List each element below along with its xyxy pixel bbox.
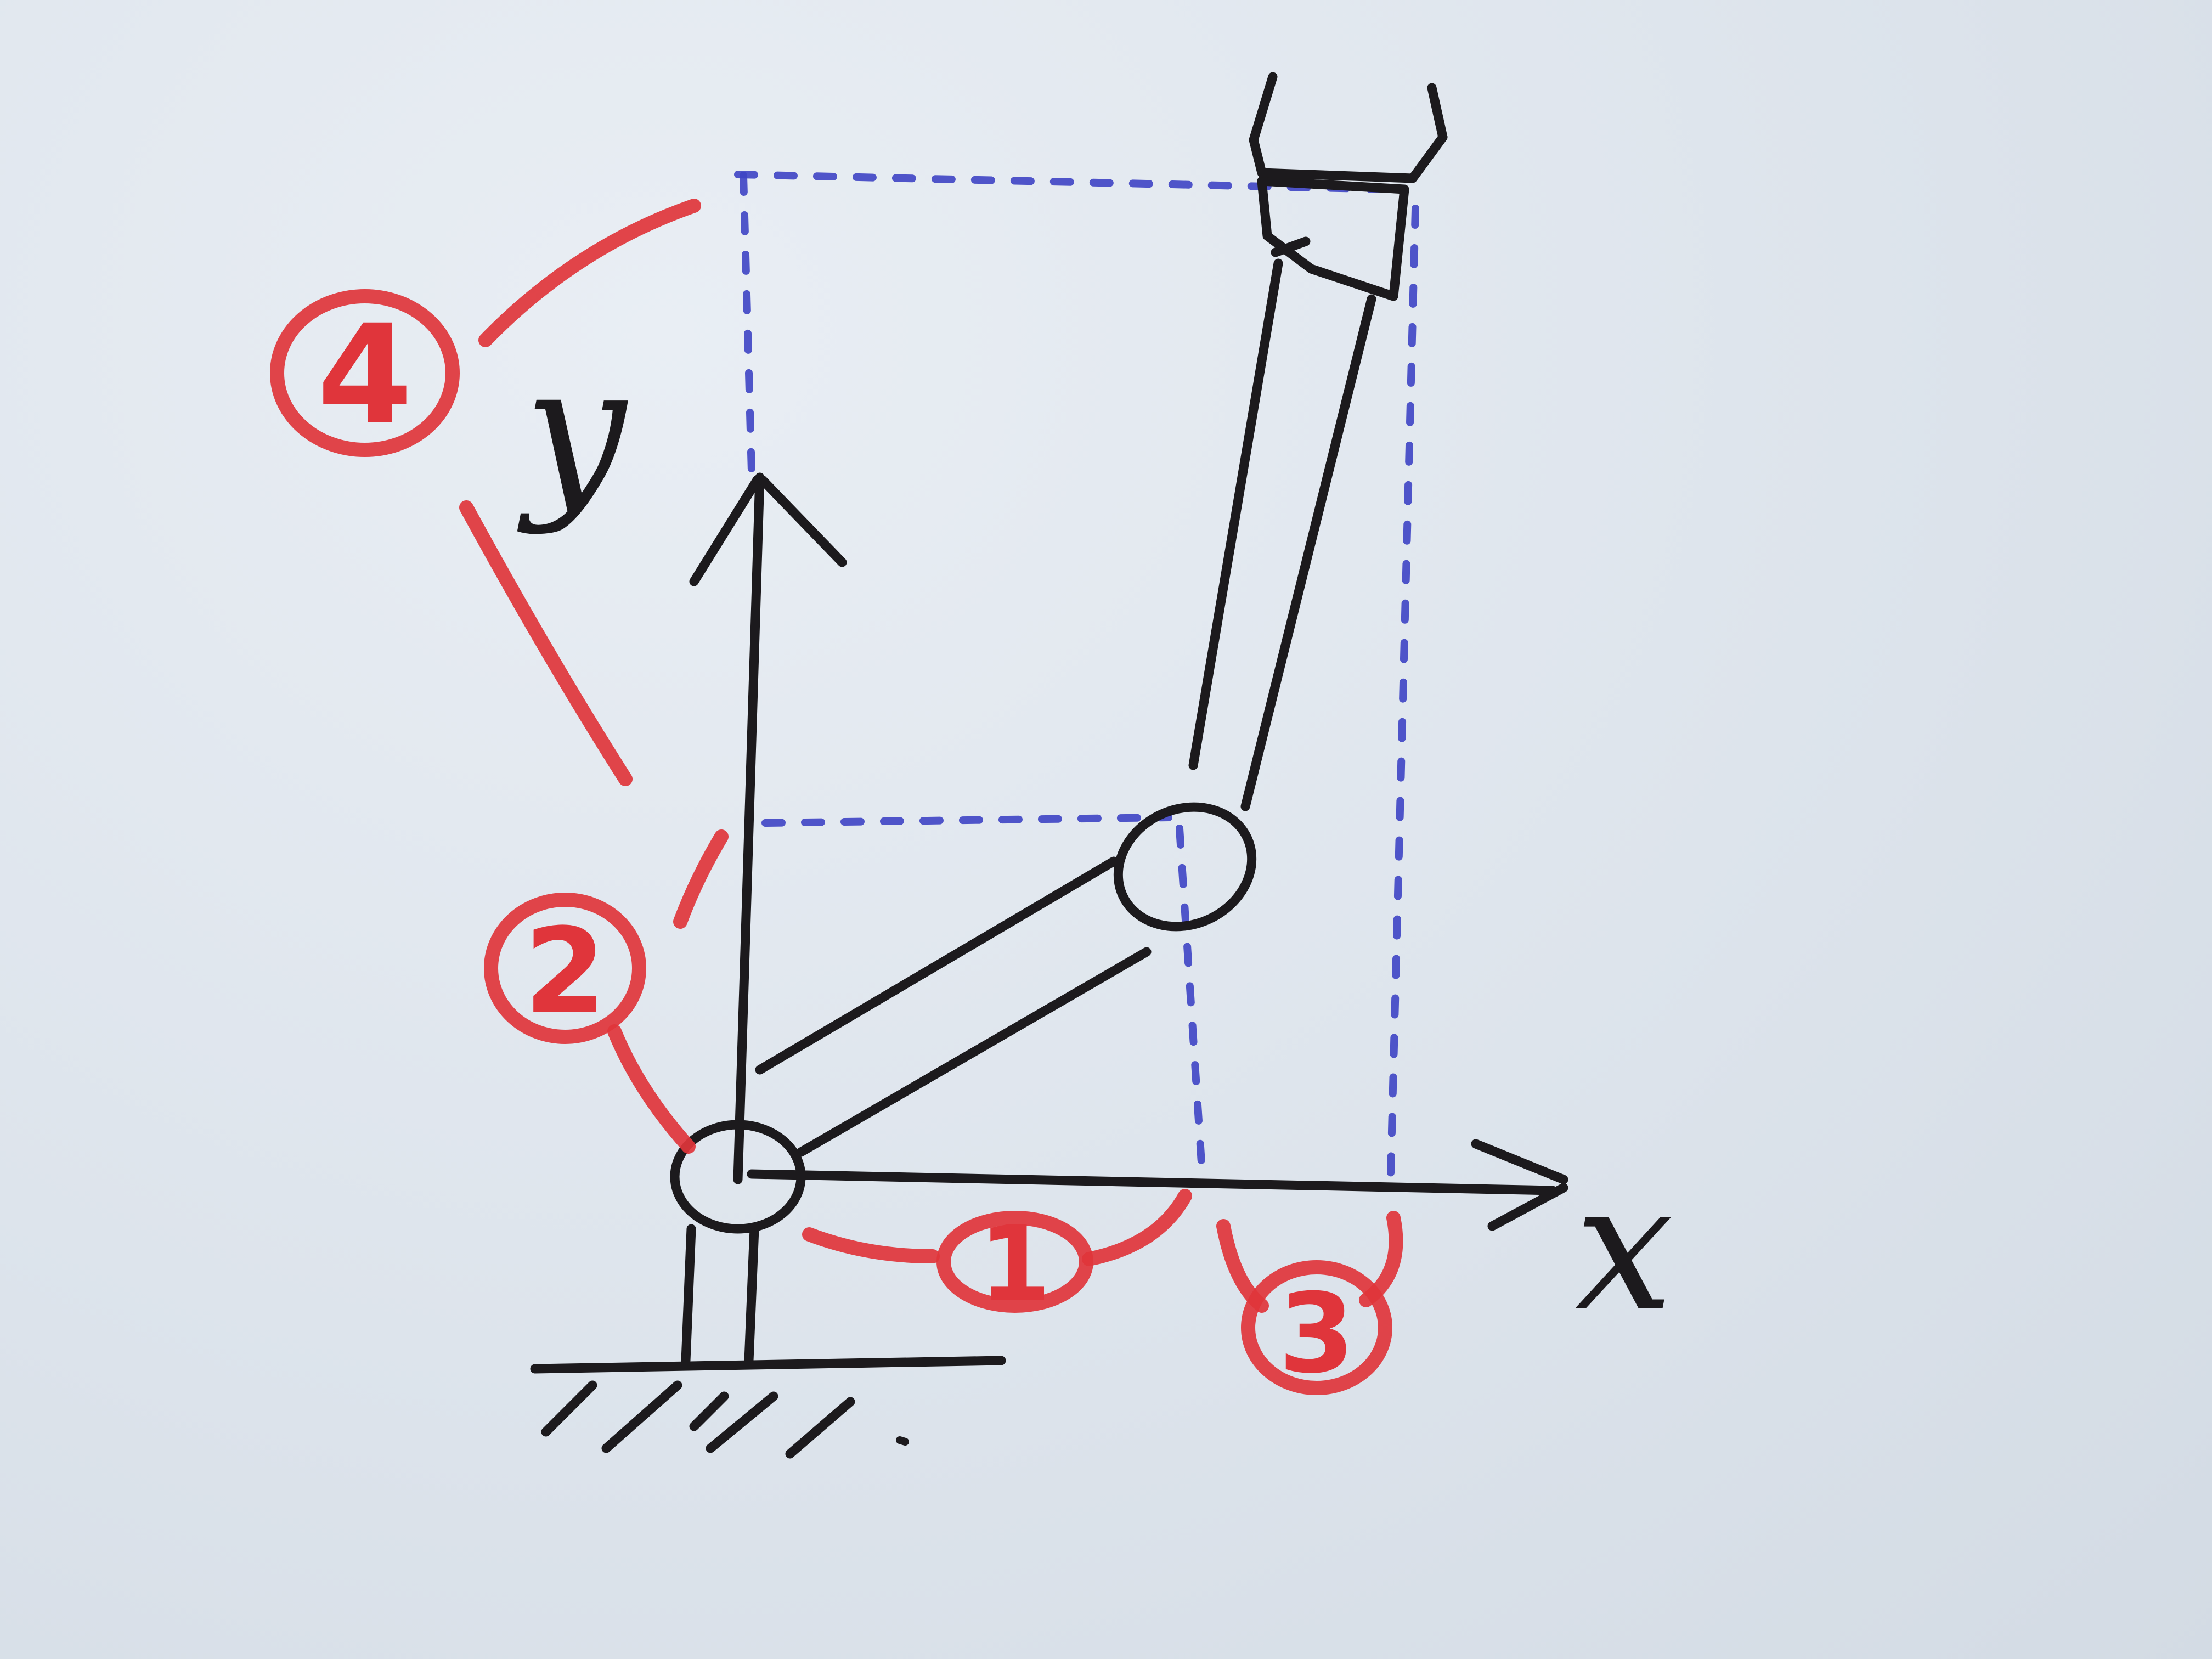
link-1-circle [936, 1211, 1093, 1313]
link-2-number: 2 [524, 902, 606, 1040]
y-axis-label: y [516, 326, 629, 537]
x-axis-arrow-lower [1487, 1183, 1568, 1231]
link-2-arc-lower [607, 1024, 696, 1154]
hatch-2 [601, 1380, 682, 1453]
projection-gripper-vertical [1387, 205, 1419, 1178]
upper-link [1188, 258, 1376, 811]
link-1-arc-right [1082, 1189, 1192, 1266]
link-4-arc-upper [478, 199, 701, 347]
lower-link-lower-edge [796, 947, 1152, 1157]
base-joint [670, 1120, 806, 1234]
gripper-left-finger [1249, 72, 1278, 145]
x-axis: x [747, 1139, 1673, 1350]
gripper [1249, 72, 1448, 301]
pedestal [681, 1224, 759, 1365]
projection-top-horizontal [734, 171, 1392, 193]
pedestal-left [681, 1224, 696, 1365]
gripper-right-finger [1427, 83, 1448, 142]
link-2-arc-upper [673, 830, 729, 929]
link-1-marker: 1 [802, 1189, 1192, 1325]
gripper-body [1257, 176, 1409, 301]
upper-link-left-edge [1188, 258, 1283, 770]
projection-elbow-vertical [1176, 825, 1205, 1167]
gripper-divider [1271, 236, 1311, 257]
hatch-1 [541, 1380, 597, 1437]
pedestal-right [744, 1224, 759, 1365]
projection-lines [734, 171, 1419, 1178]
y-axis-line [733, 472, 765, 1184]
link-4-number: 4 [317, 295, 413, 455]
link-1-arc-left [802, 1227, 940, 1263]
link-annotations: 4 2 1 3 [270, 199, 1403, 1398]
elbow-joint [1113, 802, 1257, 932]
ground-line [530, 1356, 1006, 1374]
hatch-4 [706, 1391, 778, 1453]
link-2-circle [484, 893, 646, 1044]
hatch-3 [689, 1391, 729, 1431]
y-axis: y [516, 326, 847, 1184]
x-axis-label: x [1575, 1146, 1673, 1350]
upper-link-right-edge [1240, 294, 1376, 811]
link-4-marker: 4 [270, 199, 701, 786]
link-3-circle [1241, 1260, 1392, 1395]
link-3-marker: 3 [1216, 1211, 1403, 1398]
projection-elbow-horizontal [761, 814, 1172, 827]
x-axis-line [747, 1169, 1558, 1195]
lower-link-upper-edge [755, 856, 1119, 1075]
link-4-arc-lower [459, 500, 633, 786]
x-axis-arrow-upper [1471, 1139, 1568, 1184]
hatch-5 [785, 1397, 855, 1459]
gripper-palm [1249, 132, 1448, 183]
link-1-number: 1 [979, 1204, 1051, 1325]
link-2-marker: 2 [484, 830, 729, 1154]
ground [530, 1356, 1006, 1459]
link-3-number: 3 [1278, 1270, 1355, 1398]
y-axis-arrow-right [758, 475, 847, 567]
link-4-circle [270, 289, 460, 457]
y-axis-arrow-left [689, 475, 762, 586]
dot-mark [896, 1436, 909, 1446]
projection-left-vertical [740, 172, 755, 476]
lower-link [755, 856, 1152, 1157]
